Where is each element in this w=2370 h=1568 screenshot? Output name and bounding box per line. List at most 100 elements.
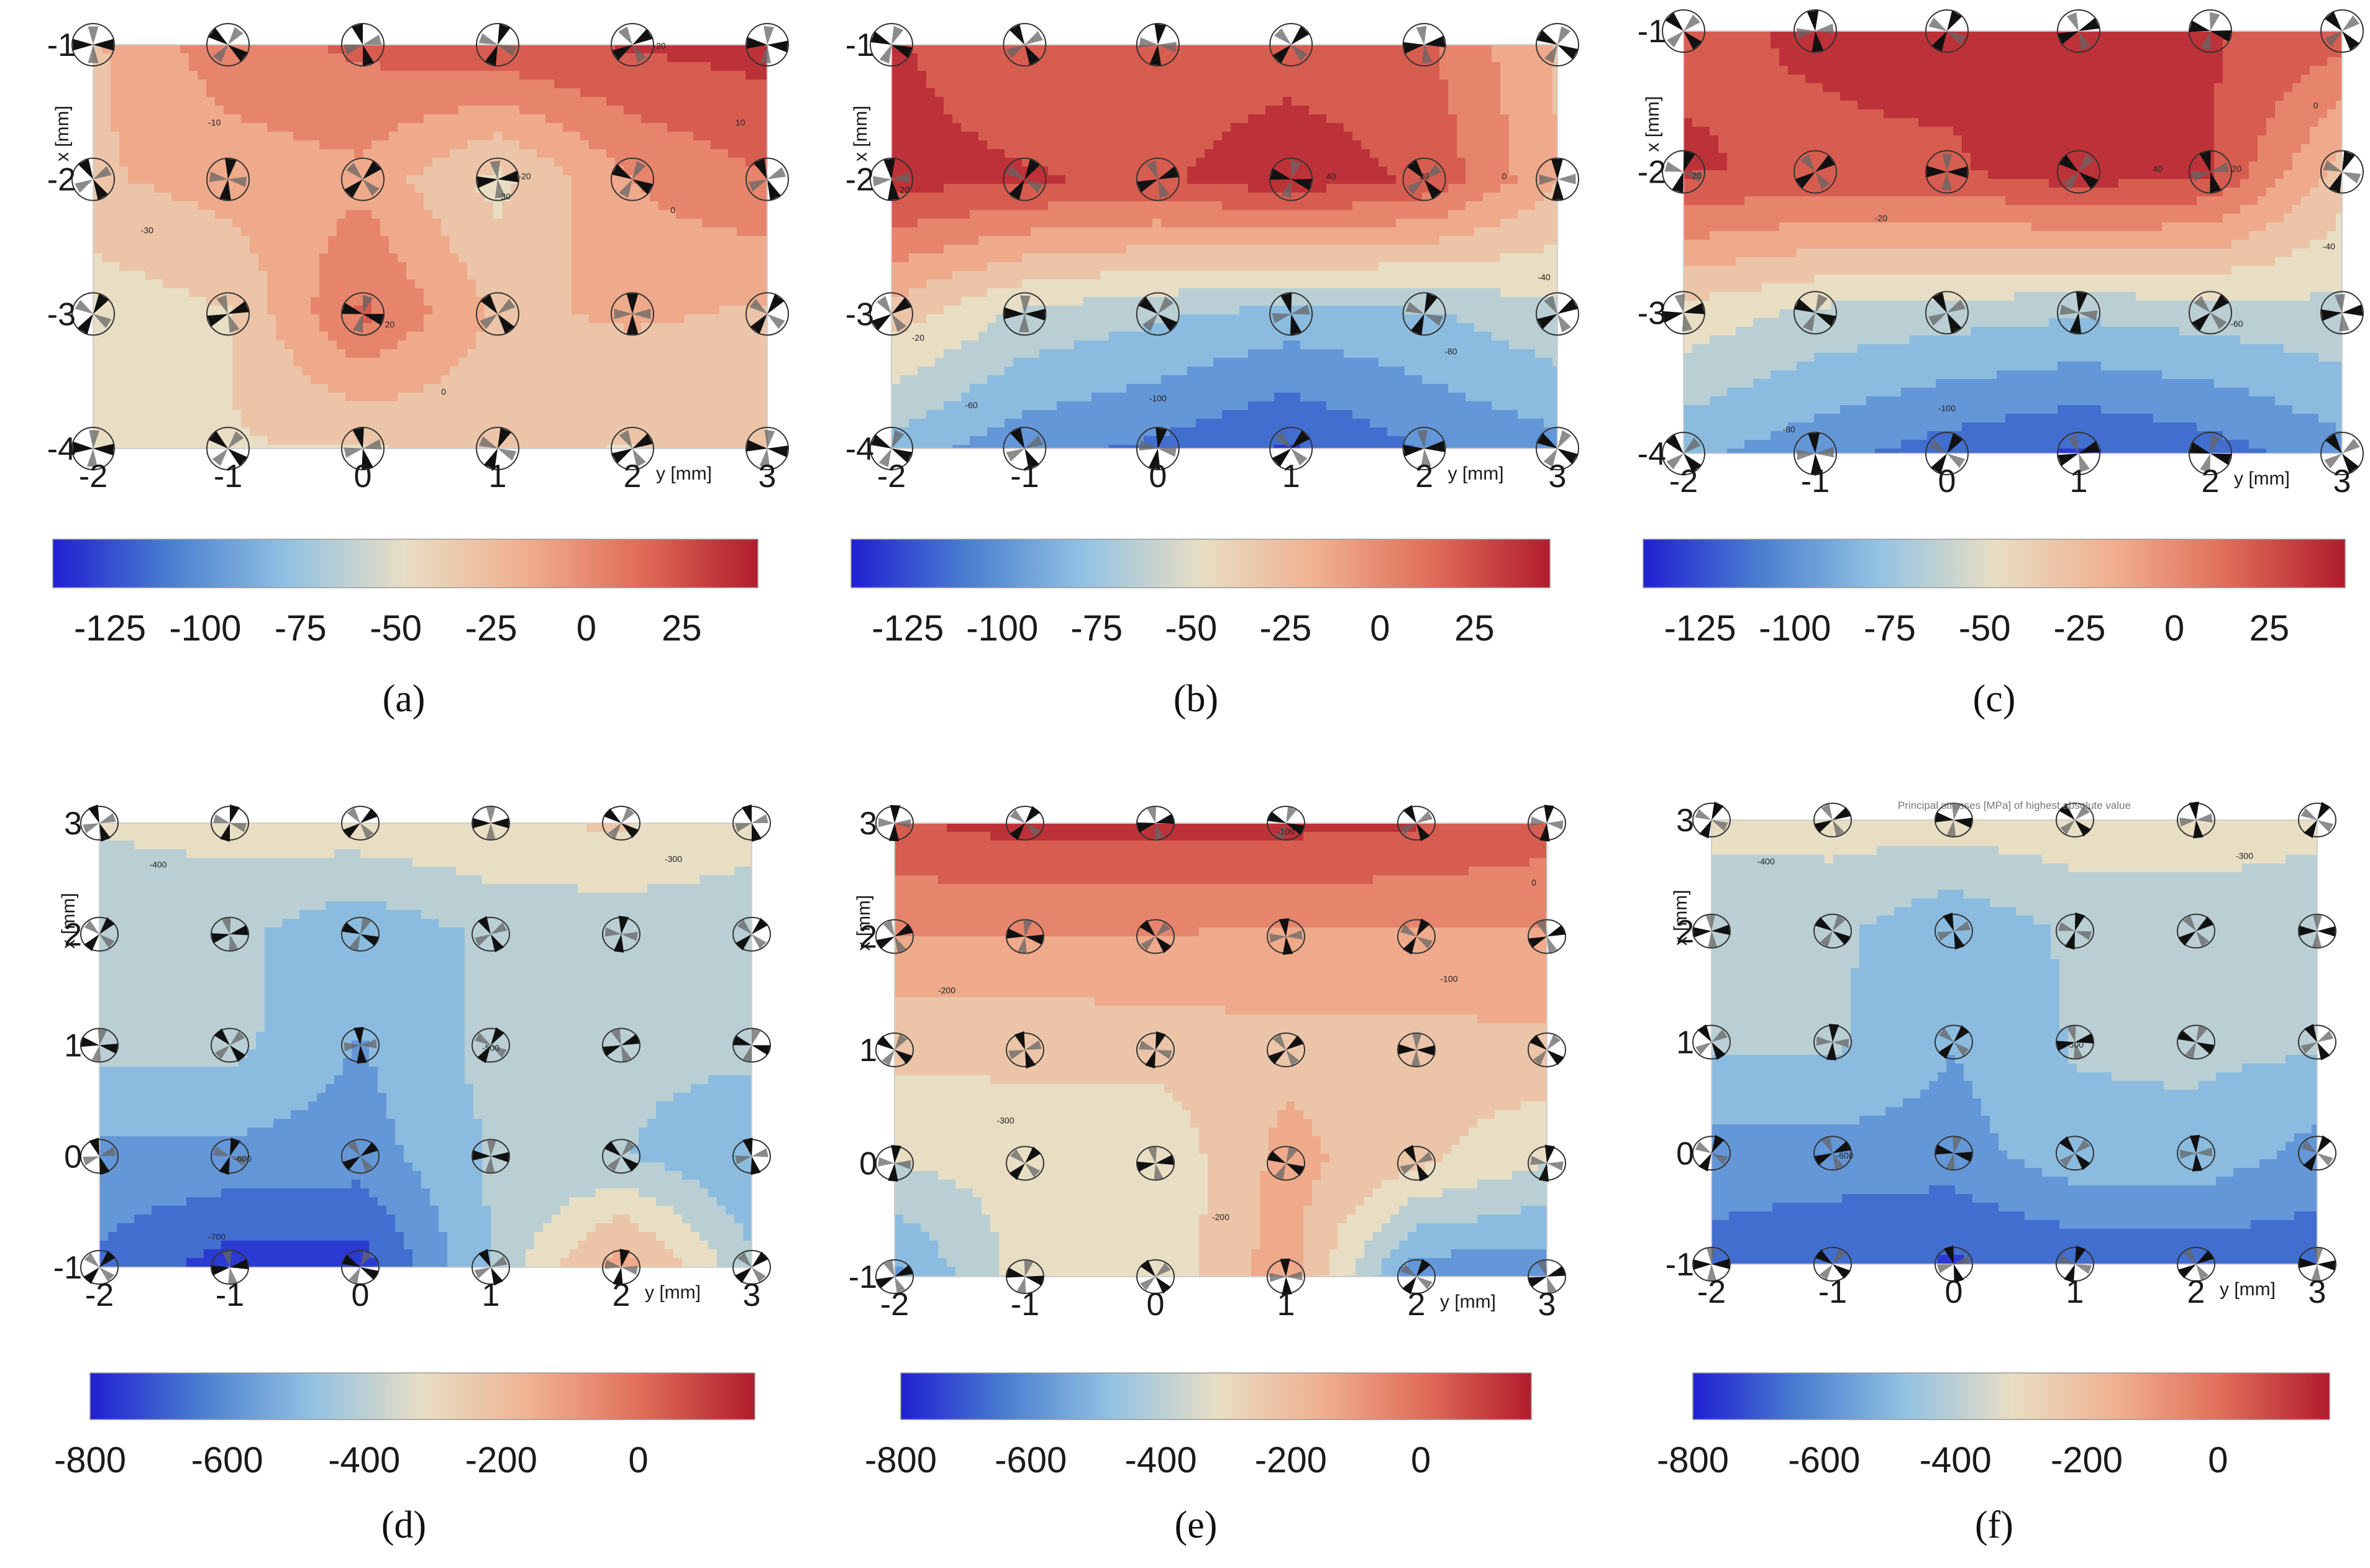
- contour-cell: [598, 45, 607, 54]
- contour-cell: [624, 210, 633, 219]
- contour-cell: [215, 419, 224, 428]
- contour-cell: [1457, 106, 1466, 115]
- contour-cell: [493, 297, 503, 306]
- contour-cell: [537, 193, 546, 202]
- contour-cell: [1544, 71, 1553, 80]
- contour-cell: [180, 332, 189, 341]
- contour-cell: [154, 106, 163, 115]
- contour-cell: [1335, 45, 1344, 54]
- contour-cell: [624, 401, 633, 411]
- contour-cell: [1465, 53, 1475, 63]
- contour-cell: [424, 53, 433, 63]
- contour-cell: [519, 375, 529, 385]
- contour-cell: [1222, 123, 1231, 132]
- contour-cell: [650, 332, 659, 341]
- contour-cell: [537, 45, 546, 54]
- contour-cell: [1231, 88, 1240, 98]
- contour-cell: [163, 306, 172, 315]
- contour-cell: [1283, 140, 1292, 150]
- contour-cell: [424, 210, 433, 219]
- contour-cell: [406, 323, 416, 332]
- contour-cell: [641, 88, 650, 98]
- contour-cell: [1161, 140, 1170, 150]
- contour-cell: [1065, 166, 1075, 176]
- contour-cell: [519, 140, 529, 150]
- contour-cell: [1178, 114, 1188, 124]
- contour-cell: [676, 271, 685, 280]
- contour-cell: [111, 393, 120, 402]
- contour-cell: [215, 280, 224, 289]
- contour-cell: [371, 175, 381, 185]
- contour-cell: [163, 184, 172, 193]
- contour-cell: [232, 132, 242, 141]
- contour-cell: [702, 45, 711, 54]
- contour-cell: [171, 62, 181, 71]
- contour-cell: [485, 340, 494, 350]
- contour-cell: [1387, 80, 1397, 89]
- contour-cell: [163, 367, 172, 376]
- contour-cell: [1205, 114, 1214, 124]
- contour-cell: [250, 71, 259, 80]
- contour-cell: [1109, 123, 1118, 132]
- contour-cell: [145, 227, 155, 237]
- contour-cell: [1309, 88, 1318, 98]
- contour-cell: [1231, 62, 1240, 71]
- contour-cell: [641, 210, 650, 219]
- contour-cell: [198, 401, 207, 411]
- contour-cell: [667, 71, 677, 80]
- contour-cell: [711, 384, 720, 393]
- contour-cell: [511, 193, 520, 202]
- contour-cell: [528, 288, 537, 298]
- contour-cell: [1526, 62, 1536, 71]
- contour-cell: [389, 332, 398, 341]
- contour-cell: [1318, 97, 1327, 106]
- contour-cell: [1178, 149, 1188, 158]
- contour-cell: [624, 219, 633, 228]
- contour-cell: [1526, 97, 1536, 106]
- contour-cell: [1161, 62, 1170, 71]
- contour-cell: [145, 297, 155, 306]
- contour-cell: [389, 219, 398, 228]
- contour-cell: [719, 106, 729, 115]
- contour-cell: [285, 358, 294, 367]
- contour-cell: [198, 62, 207, 71]
- contour-cell: [1039, 158, 1049, 167]
- contour-cell: [232, 297, 242, 306]
- contour-cell: [458, 193, 468, 202]
- contour-cell: [1448, 132, 1457, 141]
- contour-cell: [328, 297, 337, 306]
- contour-cell: [1065, 106, 1075, 115]
- contour-cell: [641, 236, 650, 245]
- glyph-wedge-minor: [763, 25, 774, 45]
- contour-cell: [1352, 97, 1362, 106]
- contour-cell: [1439, 114, 1449, 124]
- contour-cell: [519, 88, 529, 98]
- contour-cell: [206, 123, 216, 132]
- contour-cell: [493, 253, 503, 263]
- contour-cell: [598, 132, 607, 141]
- contour-cell: [676, 236, 685, 245]
- contour-cell: [632, 253, 642, 263]
- contour-cell: [424, 314, 433, 324]
- contour-cell: [180, 88, 189, 98]
- contour-cell: [232, 149, 242, 158]
- contour-cell: [676, 340, 685, 350]
- contour-cell: [961, 97, 970, 106]
- contour-cell: [519, 253, 529, 263]
- contour-cell: [1422, 80, 1431, 89]
- contour-cell: [711, 314, 720, 324]
- contour-cell: [319, 445, 329, 449]
- contour-cell: [1144, 123, 1153, 132]
- contour-cell: [189, 210, 198, 219]
- contour-cell: [970, 114, 979, 124]
- contour-cell: [711, 227, 720, 237]
- contour-cell: [371, 253, 381, 263]
- contour-cell: [119, 340, 129, 350]
- contour-cell: [145, 175, 155, 185]
- contour-cell: [302, 227, 311, 237]
- contour-cell: [685, 236, 694, 245]
- contour-cell: [319, 210, 329, 219]
- contour-cell: [328, 158, 337, 167]
- contour-cell: [1370, 114, 1379, 124]
- contour-cell: [458, 375, 468, 385]
